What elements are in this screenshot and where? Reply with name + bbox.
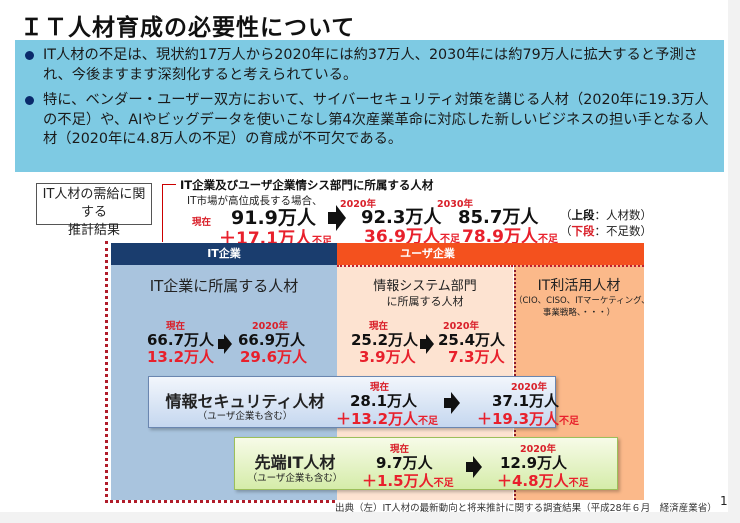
advanced-it-talent-box: [234, 437, 618, 490]
legend-lower: （下段：不足数）: [560, 224, 652, 238]
sys-column-subtitle: に所属する人材: [386, 295, 464, 308]
advanced-current-shortage: ＋1.5万人不足: [362, 472, 454, 490]
y2030-shortage: 78.9万人不足: [462, 227, 558, 247]
current-label: 現在: [192, 217, 212, 228]
legend: （上段：人材数） （下段：不足数）: [560, 207, 652, 239]
arrow-right-icon: [420, 334, 434, 354]
it-2020-count: 66.9万人: [238, 331, 306, 349]
it-current-count: 66.7万人: [147, 331, 215, 349]
y2030-count: 85.7万人: [458, 207, 539, 228]
user-company-header: ユーザ企業: [337, 243, 518, 265]
advanced-2020-label: 2020年: [520, 444, 556, 455]
it-dotted-frame: [105, 241, 335, 503]
security-current-shortage: ＋13.2万人不足: [336, 410, 439, 428]
security-2020-label: 2020年: [511, 382, 547, 393]
arrow-right-icon: [444, 392, 460, 414]
it-company-header: IT企業: [111, 243, 337, 265]
bullet-item: IT人材の不足は、現状約17万人から2020年には約37万人、2030年には約7…: [25, 46, 716, 85]
top-bracket-line: [162, 184, 176, 242]
bullet-text: 特に、ベンダー・ユーザー双方において、サイバーセキュリティ対策を講じる人材（20…: [43, 92, 709, 147]
security-2020-count: 37.1万人: [492, 392, 560, 410]
bullet-item: 特に、ベンダー・ユーザー双方において、サイバーセキュリティ対策を講じる人材（20…: [25, 91, 716, 150]
source-citation: 出典（左）IT人材の最新動向と将来推計に関する調査結果（平成28年６月 経済産業…: [335, 503, 717, 514]
current-count: 91.9万人: [231, 207, 316, 229]
advanced-current-count: 9.7万人: [376, 454, 433, 472]
security-2020-shortage: ＋19.3万人不足: [477, 410, 580, 428]
security-sub: （ユーザ企業も含む）: [197, 411, 293, 422]
it-2020-shortage: 29.6万人: [240, 348, 308, 366]
note-line: IT人材の需給に関する: [42, 187, 146, 220]
security-title: 情報セキュリティ人材: [165, 392, 325, 411]
y2020-shortage: 36.9万人不足: [364, 227, 460, 247]
user-header-extension: [518, 243, 644, 265]
page-number: 1: [720, 494, 728, 508]
slide: ＩＴ人材育成の必要性について IT人材の不足は、現状約17万人から2020年には…: [0, 0, 728, 514]
y2030-label: 2030年: [437, 199, 473, 210]
bullet-text: IT人材の不足は、現状約17万人から2020年には約37万人、2030年には約7…: [43, 47, 698, 83]
y2020-count: 92.3万人: [361, 207, 442, 228]
bullet-dot-icon: [25, 51, 34, 60]
use-column-sub1: （CIO、CISO、ITマーケティング、: [514, 296, 650, 306]
advanced-2020-shortage: ＋4.8万人不足: [497, 472, 589, 490]
summary-panel: IT人材の不足は、現状約17万人から2020年には約37万人、2030年には約7…: [15, 40, 724, 172]
sys-2020-label: 2020年: [443, 321, 479, 332]
security-current-label: 現在: [370, 382, 390, 393]
top-section-heading: IT企業及びユーザ企業情シス部門に所属する人材: [180, 178, 434, 192]
use-column-title: IT利活用人材: [537, 278, 621, 294]
it-column-title: IT企業に所属する人材: [149, 277, 299, 295]
sys-current-count: 25.2万人: [351, 331, 419, 349]
sys-column-title: 情報システム部門: [373, 279, 477, 294]
it-current-shortage: 13.2万人: [147, 348, 215, 366]
sys-2020-count: 25.4万人: [438, 331, 506, 349]
arrow-right-icon: [466, 456, 482, 478]
top-section-subheading: IT市場が高位成長する場合、: [187, 195, 323, 207]
advanced-title: 先端IT人材: [254, 453, 336, 472]
it-current-label: 現在: [166, 321, 186, 332]
note-line: 推計結果: [67, 223, 120, 238]
use-column-sub2: 事業戦略、・・・）: [542, 308, 616, 318]
security-talent-box: [148, 376, 556, 428]
estimate-note-box: IT人材の需給に関する 推計結果: [36, 183, 152, 238]
bullet-dot-icon: [25, 96, 34, 105]
advanced-current-label: 現在: [390, 444, 410, 455]
security-current-count: 28.1万人: [350, 392, 418, 410]
advanced-sub: （ユーザ企業も含む）: [247, 473, 343, 484]
arrow-right-icon: [328, 205, 346, 231]
it-2020-label: 2020年: [252, 321, 288, 332]
y2020-label: 2020年: [340, 199, 376, 210]
page-title: ＩＴ人材育成の必要性について: [20, 15, 356, 41]
sys-current-label: 現在: [369, 321, 389, 332]
sys-2020-shortage: 7.3万人: [448, 348, 505, 366]
sys-current-shortage: 3.9万人: [359, 348, 416, 366]
advanced-2020-count: 12.9万人: [500, 454, 568, 472]
legend-upper: （上段：人材数）: [560, 208, 652, 222]
arrow-right-icon: [218, 334, 232, 354]
